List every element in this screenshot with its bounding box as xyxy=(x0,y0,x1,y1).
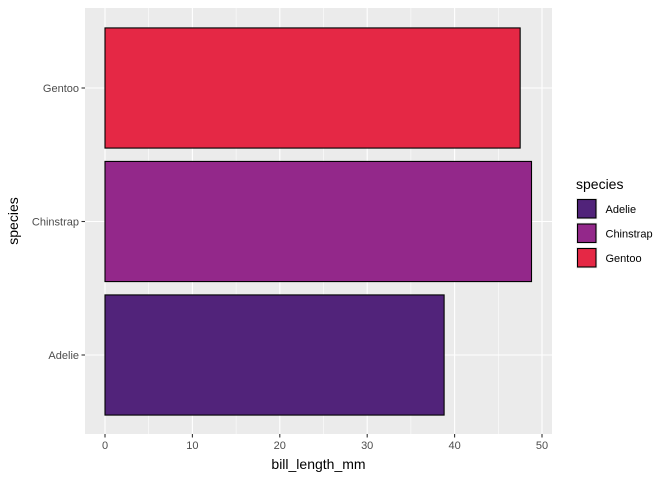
bar-gentoo xyxy=(104,27,521,149)
y-axis-title: species xyxy=(5,197,21,244)
y-tick-label: Gentoo xyxy=(43,83,79,95)
legend-swatch-adelie xyxy=(576,198,597,219)
x-axis-title: bill_length_mm xyxy=(271,456,365,472)
x-tick-label: 30 xyxy=(361,440,373,452)
y-tick-label: Chinstrap xyxy=(32,217,79,229)
y-axis: Adelie Chinstrap Gentoo xyxy=(32,83,85,362)
bar-chinstrap xyxy=(104,160,533,283)
bar-adelie xyxy=(104,294,445,416)
legend: species Adelie Chinstrap Gentoo xyxy=(576,176,653,269)
x-tick-label: 50 xyxy=(536,440,548,452)
y-tick-label: Adelie xyxy=(48,350,79,362)
legend-swatch-chinstrap xyxy=(576,223,597,244)
legend-label-adelie: Adelie xyxy=(606,204,637,216)
x-tick-label: 40 xyxy=(448,440,460,452)
legend-swatch-gentoo xyxy=(576,247,597,268)
bars xyxy=(104,27,533,416)
x-axis: 0 10 20 30 40 50 xyxy=(102,434,548,452)
x-tick-label: 10 xyxy=(186,440,198,452)
legend-label-chinstrap: Chinstrap xyxy=(606,228,653,240)
legend-title: species xyxy=(576,176,623,192)
legend-label-gentoo: Gentoo xyxy=(606,253,642,265)
x-tick-label: 20 xyxy=(274,440,286,452)
x-tick-label: 0 xyxy=(102,440,108,452)
